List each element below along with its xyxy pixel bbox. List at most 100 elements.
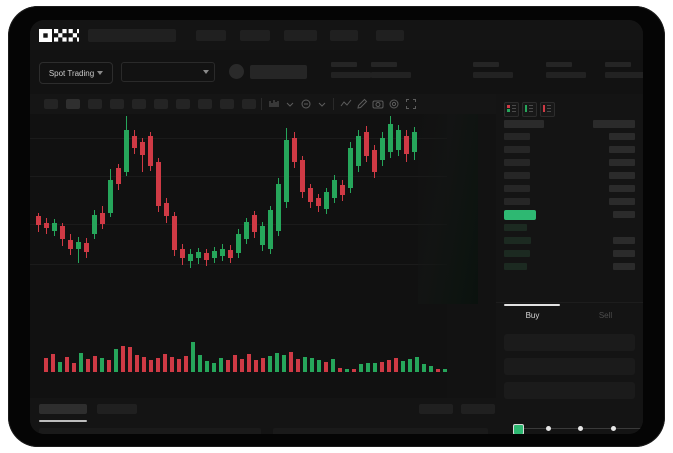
orderbook-row-ask-6[interactable] xyxy=(504,198,530,205)
volume-bar xyxy=(44,358,48,372)
volume-bar xyxy=(387,360,391,372)
orderbook-row-bid-3[interactable] xyxy=(504,250,530,257)
candle-body xyxy=(60,226,65,239)
fullscreen-icon[interactable] xyxy=(405,98,417,110)
nav-item-2[interactable] xyxy=(240,30,270,41)
candlestick-chart[interactable] xyxy=(30,114,447,304)
drawing-pencil-icon[interactable] xyxy=(356,98,368,110)
line-chart-icon[interactable] xyxy=(340,98,352,110)
candle-body xyxy=(188,254,193,261)
chart-gridline xyxy=(30,138,447,139)
timeframe-5m[interactable] xyxy=(66,99,80,109)
order-book-rows[interactable] xyxy=(496,120,643,302)
timeframe-4h[interactable] xyxy=(154,99,168,109)
orderbook-bids-icon[interactable] xyxy=(522,102,537,117)
candle-body xyxy=(268,210,273,249)
nav-item-5[interactable] xyxy=(376,30,404,41)
settings-gear-icon[interactable] xyxy=(388,98,400,110)
tab-sell[interactable]: Sell xyxy=(598,311,613,320)
candle-wick xyxy=(78,237,79,263)
candle-body xyxy=(156,162,161,206)
order-amount-field[interactable] xyxy=(504,358,635,375)
candle-body xyxy=(44,223,49,228)
candlestick-icon[interactable] xyxy=(268,98,280,110)
orderbook-row-ask-3[interactable] xyxy=(504,159,530,166)
search-input[interactable] xyxy=(88,29,176,42)
order-price-field[interactable] xyxy=(504,334,635,351)
volume-bar xyxy=(79,353,83,372)
slider-stop-50[interactable] xyxy=(578,426,583,431)
coin-avatar xyxy=(229,64,244,79)
bottom-action-1[interactable] xyxy=(419,404,453,414)
panel-divider xyxy=(496,302,643,303)
timeframe-1m[interactable] xyxy=(44,99,58,109)
volume-bar xyxy=(331,359,335,372)
volume-bar xyxy=(107,360,111,372)
volume-bar xyxy=(121,346,125,372)
timeframe-1mo[interactable] xyxy=(220,99,234,109)
candle-body xyxy=(308,188,313,202)
camera-icon[interactable] xyxy=(372,98,384,110)
chevron-down-icon[interactable] xyxy=(316,98,328,110)
stat-low xyxy=(473,62,513,78)
slider-stop-25[interactable] xyxy=(546,426,551,431)
orderbook-row-selected[interactable] xyxy=(504,210,536,220)
okx-logo[interactable] xyxy=(39,29,79,42)
orderbook-row-bid-4[interactable] xyxy=(504,263,527,270)
candle-body xyxy=(68,240,73,249)
nav-item-1[interactable] xyxy=(196,30,226,41)
candle-body xyxy=(84,243,89,252)
bottom-tab-open-orders[interactable] xyxy=(39,404,87,414)
volume-bar xyxy=(198,355,202,372)
volume-bar xyxy=(149,360,153,372)
volume-bar xyxy=(191,342,195,372)
timeframe-15m[interactable] xyxy=(88,99,102,109)
orderbook-row-bid-2[interactable] xyxy=(504,237,531,244)
slider-handle[interactable] xyxy=(513,424,524,434)
volume-bar xyxy=(338,368,342,372)
volume-bar xyxy=(135,355,139,372)
slider-stop-75[interactable] xyxy=(611,426,616,431)
orderbook-both-icon[interactable] xyxy=(504,102,519,117)
volume-bar xyxy=(163,354,167,372)
volume-bar xyxy=(156,358,160,372)
candle-body xyxy=(52,223,57,231)
chevron-down-icon[interactable] xyxy=(284,98,296,110)
tab-buy[interactable]: Buy xyxy=(525,311,540,320)
candle-body xyxy=(404,136,409,154)
volume-bar xyxy=(58,362,62,372)
volume-bar xyxy=(352,369,356,372)
orderbook-row-ask-1[interactable] xyxy=(504,133,530,140)
stat-volume-base xyxy=(546,62,586,78)
orderbook-row-bid-1[interactable] xyxy=(504,224,527,231)
chart-gridline xyxy=(30,264,447,265)
amount-percent-slider[interactable] xyxy=(506,422,643,434)
bottom-row-2[interactable] xyxy=(273,428,488,434)
candle-body xyxy=(204,253,209,260)
candle-body xyxy=(76,242,81,249)
volume-bar xyxy=(422,364,426,372)
orderbook-row-ask-4[interactable] xyxy=(504,172,530,179)
bottom-tab-order-history[interactable] xyxy=(97,404,137,414)
indicators-icon[interactable] xyxy=(300,98,312,110)
orderbook-row-header[interactable] xyxy=(504,120,544,128)
orderbook-row-ask-2[interactable] xyxy=(504,146,530,153)
bottom-action-2[interactable] xyxy=(461,404,495,414)
orderbook-asks-icon[interactable] xyxy=(540,102,555,117)
order-total-field[interactable] xyxy=(504,382,635,399)
nav-item-3[interactable] xyxy=(284,30,317,41)
chart-gridline xyxy=(30,176,447,177)
timeframe-1h[interactable] xyxy=(132,99,146,109)
bottom-row-1[interactable] xyxy=(39,428,261,434)
nav-item-4[interactable] xyxy=(330,30,358,41)
timeframe-1d[interactable] xyxy=(176,99,190,109)
timeframe-30m[interactable] xyxy=(110,99,124,109)
volume-bar xyxy=(72,363,76,372)
candle-body xyxy=(172,216,177,250)
timeframe-1w[interactable] xyxy=(198,99,212,109)
trading-pair-selector[interactable] xyxy=(121,62,215,82)
timeframe-more[interactable] xyxy=(242,99,256,109)
trading-mode-selector[interactable]: Spot Trading xyxy=(39,62,113,84)
orderbook-row-ask-5[interactable] xyxy=(504,185,530,192)
volume-bar xyxy=(345,369,349,372)
